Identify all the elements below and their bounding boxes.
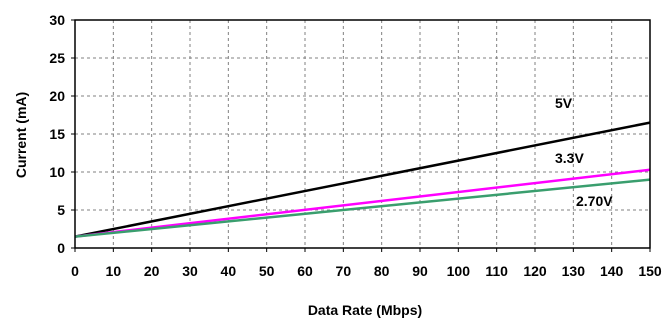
x-tick-label: 60 xyxy=(297,263,313,279)
series-label-1: 3.3V xyxy=(555,150,584,166)
y-tick-label: 0 xyxy=(57,240,65,256)
series-line-0 xyxy=(74,121,651,238)
x-tick-label: 100 xyxy=(447,263,471,279)
x-tick-label: 20 xyxy=(144,263,160,279)
y-axis-title: Current (mA) xyxy=(13,92,29,178)
y-tick-label: 25 xyxy=(49,50,65,66)
y-tick-labels: 0 5 10 15 20 25 30 xyxy=(49,12,65,256)
series-lines xyxy=(74,121,651,238)
x-tick-label: 140 xyxy=(600,263,624,279)
x-tick-label: 120 xyxy=(523,263,547,279)
x-tick-label: 0 xyxy=(71,263,79,279)
x-axis-title: Data Rate (Mbps) xyxy=(308,302,422,318)
series-line-2 xyxy=(74,178,651,238)
series-label-2: 2.70V xyxy=(576,193,613,209)
y-tick-label: 5 xyxy=(57,202,65,218)
y-tick-label: 20 xyxy=(49,88,65,104)
series-labels: 5V 3.3V 2.70V xyxy=(555,95,613,209)
series-line-1 xyxy=(74,168,651,238)
grid-lines xyxy=(71,19,651,252)
plot-frame xyxy=(74,19,651,249)
x-tick-label: 10 xyxy=(106,263,122,279)
x-tick-label: 90 xyxy=(412,263,428,279)
y-tick-label: 15 xyxy=(49,126,65,142)
x-tick-label: 50 xyxy=(259,263,275,279)
x-tick-labels: 0 10 20 30 40 50 60 70 80 90 100 110 120 130 140 150 xyxy=(71,263,662,279)
y-tick-label: 30 xyxy=(49,12,65,28)
x-tick-label: 70 xyxy=(336,263,352,279)
x-tick-label: 150 xyxy=(638,263,662,279)
x-tick-label: 40 xyxy=(221,263,237,279)
x-tick-label: 110 xyxy=(485,263,508,279)
x-tick-label: 130 xyxy=(562,263,586,279)
x-tick-label: 30 xyxy=(182,263,198,279)
y-tick-label: 10 xyxy=(49,164,65,180)
series-label-0: 5V xyxy=(555,95,573,111)
x-tick-label: 80 xyxy=(374,263,390,279)
